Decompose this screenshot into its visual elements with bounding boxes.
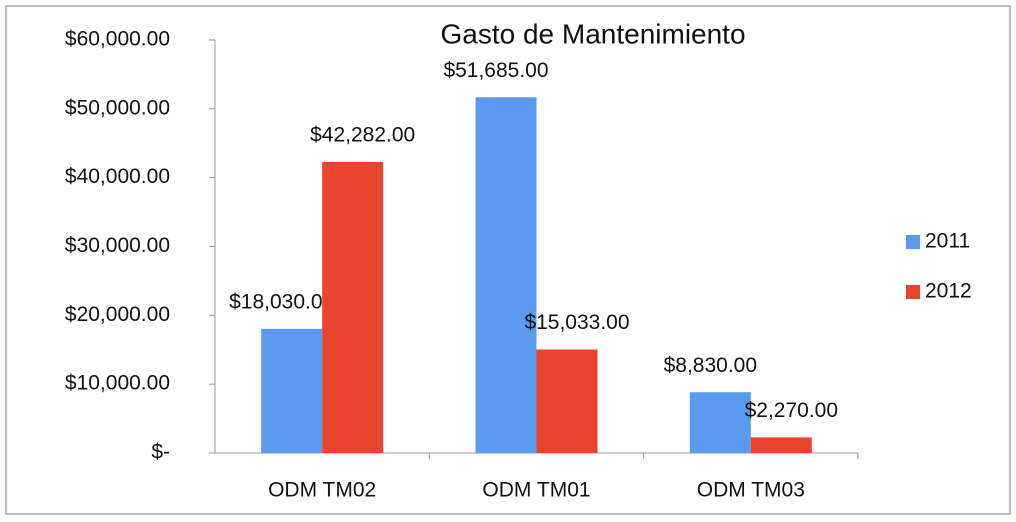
value-label: $8,830.00 xyxy=(664,354,757,377)
value-label: $42,282.00 xyxy=(310,124,415,147)
bar xyxy=(689,392,751,453)
bar xyxy=(475,97,537,453)
bar xyxy=(750,437,812,453)
bar xyxy=(536,349,598,453)
legend-swatch xyxy=(906,285,920,299)
bar xyxy=(322,161,384,453)
bar xyxy=(261,328,323,453)
value-label: $51,685.00 xyxy=(443,59,548,82)
y-tick-label: $50,000.00 xyxy=(65,96,170,119)
x-tick-label: ODM TM03 xyxy=(697,479,805,502)
y-tick-label: $20,000.00 xyxy=(65,303,170,326)
x-tick-label: ODM TM01 xyxy=(482,479,590,502)
legend-label: 2011 xyxy=(925,230,970,253)
chart-title: Gasto de Mantenimiento xyxy=(440,18,745,49)
legend-label: 2012 xyxy=(925,280,972,303)
value-label: $2,270.00 xyxy=(745,399,838,422)
y-tick-label: $10,000.00 xyxy=(65,372,170,395)
y-tick-label: $40,000.00 xyxy=(65,165,170,188)
x-tick-label: ODM TM02 xyxy=(268,479,376,502)
legend-swatch xyxy=(906,235,920,249)
y-tick-label: $60,000.00 xyxy=(65,28,170,51)
y-tick-label: $30,000.00 xyxy=(65,234,170,257)
value-label: $18,030.00 xyxy=(229,290,334,313)
value-label: $15,033.00 xyxy=(524,311,629,334)
y-tick-label: $- xyxy=(151,441,170,464)
